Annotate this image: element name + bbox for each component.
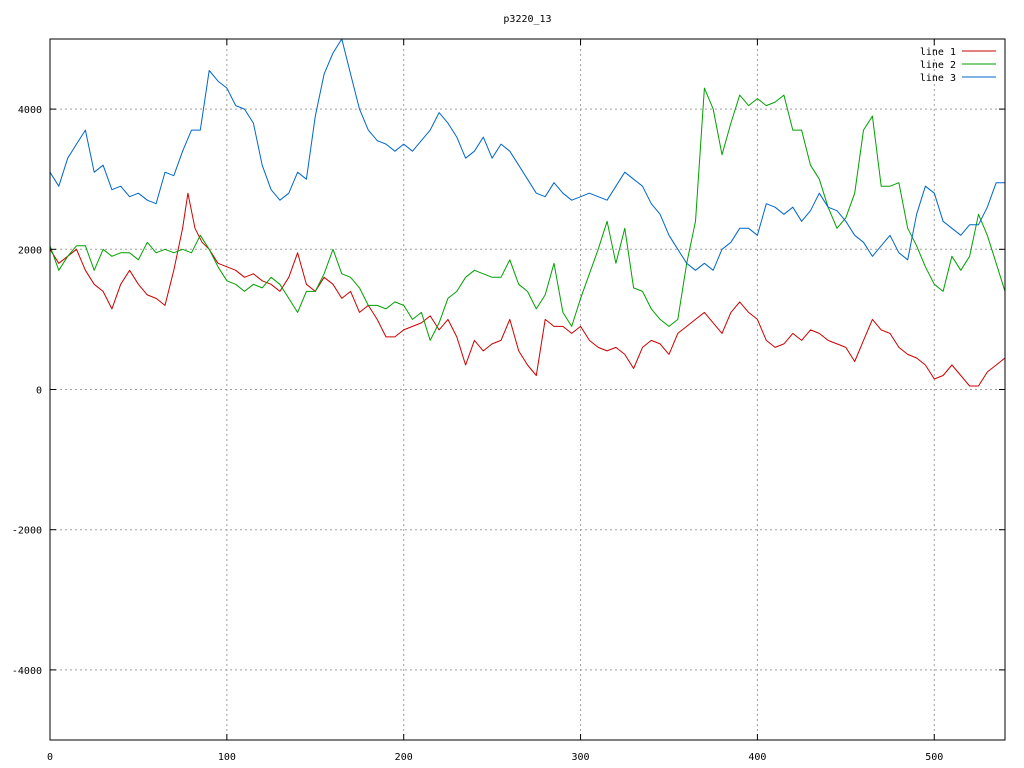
legend-label: line 2	[920, 60, 956, 71]
series-line-1	[49, 192, 1006, 387]
legend: line 1 line 2 line 3	[920, 47, 996, 84]
y-tick-label: -2000	[12, 526, 42, 537]
y-tick-label: 0	[36, 386, 42, 397]
legend-label: line 1	[920, 47, 956, 58]
x-tick-label: 100	[218, 752, 236, 763]
axis-ticks: 0 100 200 300 400 500 -4000 -2000 0 2000 4000	[12, 39, 1005, 763]
series-line-3	[49, 38, 1005, 271]
y-tick-label: 2000	[18, 245, 42, 256]
x-tick-label: 200	[395, 752, 413, 763]
series-layer	[49, 38, 1006, 387]
chart-title: p3220_13	[503, 14, 551, 25]
y-tick-label: 4000	[18, 105, 42, 116]
grid-lines	[50, 39, 1005, 740]
x-tick-label: 300	[572, 752, 590, 763]
series-line-2	[49, 87, 1006, 341]
x-tick-label: 400	[748, 752, 766, 763]
x-tick-label: 500	[925, 752, 943, 763]
legend-label: line 3	[920, 73, 956, 84]
y-tick-label: -4000	[12, 666, 42, 677]
x-tick-label: 0	[47, 752, 53, 763]
